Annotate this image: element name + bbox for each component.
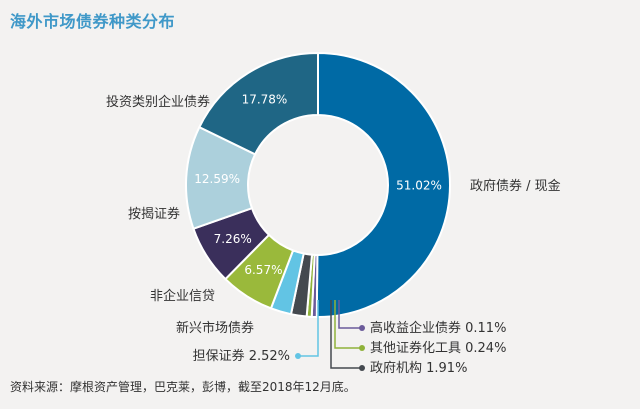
slice-value-label-1: 51.02% — [396, 178, 442, 192]
slice-category-label-8: 按揭证券 — [128, 206, 180, 222]
slice-category-label-5: 担保证券 2.52% — [193, 348, 290, 364]
leader-dot-5 — [295, 353, 301, 359]
leader-dot-3 — [359, 345, 365, 351]
leader-line-2 — [338, 300, 362, 329]
slice-category-label-3: 其他证券化工具 0.24% — [370, 340, 506, 356]
slice-value-label-9: 17.78% — [242, 92, 288, 106]
slice-value-label-8: 12.59% — [194, 172, 240, 186]
leader-dot-4 — [359, 365, 365, 371]
donut-slice-1 — [315, 51, 452, 318]
donut-slice-9 — [198, 51, 319, 156]
slice-category-label-7: 非企业信贷 — [150, 288, 215, 304]
slice-category-label-1: 政府债券 / 现金 — [470, 178, 561, 194]
source-note: 资料来源：摩根资产管理，巴克莱，彭博，截至2018年12月底。 — [10, 380, 356, 394]
slice-category-label-9: 投资类别企业债券 — [106, 94, 210, 110]
leader-dot-2 — [359, 325, 365, 331]
slice-category-label-2: 高收益企业债券 0.11% — [370, 320, 506, 336]
leader-line-3 — [334, 300, 362, 349]
slice-value-label-7: 7.26% — [214, 232, 252, 246]
slice-category-label-6: 新兴市场债券 — [176, 320, 254, 336]
leader-line-5 — [298, 300, 319, 357]
leader-line-4 — [330, 300, 362, 369]
slice-category-label-4: 政府机构 1.91% — [370, 361, 467, 376]
chart-title: 海外市场债券种类分布 — [10, 12, 176, 31]
slice-value-label-6: 6.57% — [244, 263, 282, 277]
